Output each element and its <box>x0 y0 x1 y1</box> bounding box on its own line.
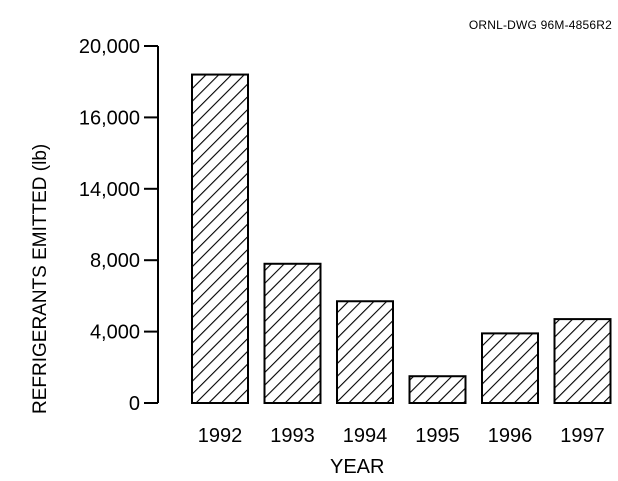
x-tick-label: 1994 <box>343 425 388 447</box>
x-tick-label: 1993 <box>270 425 315 447</box>
bar-1993 <box>263 262 322 404</box>
y-tick-label: 20,000 <box>79 36 140 58</box>
y-tick-label: 8,000 <box>90 250 140 272</box>
x-tick-label: 1996 <box>488 425 533 447</box>
y-tick-label: 4,000 <box>90 322 140 344</box>
bar-1992 <box>191 73 249 404</box>
y-axis-ticks: 0 4,000 8,000 14,000 16,000 20,000 <box>79 36 158 415</box>
x-tick-label: 1995 <box>415 425 460 447</box>
y-tick-label: 16,000 <box>79 107 140 129</box>
x-axis-title: YEAR <box>330 456 385 478</box>
bar-1995 <box>408 375 467 405</box>
bar-1997 <box>553 318 612 405</box>
x-axis-tick-labels: 1992 1993 1994 1995 1996 1997 <box>198 425 605 447</box>
bar-1994 <box>336 300 394 405</box>
x-tick-label: 1997 <box>560 425 605 447</box>
bars <box>191 73 612 405</box>
y-tick-label: 14,000 <box>79 179 140 201</box>
x-tick-label: 1992 <box>198 425 243 447</box>
bar-1996 <box>481 332 539 405</box>
drawing-id: ORNL-DWG 96M-4856R2 <box>468 18 612 32</box>
y-tick-label: 0 <box>129 393 140 415</box>
